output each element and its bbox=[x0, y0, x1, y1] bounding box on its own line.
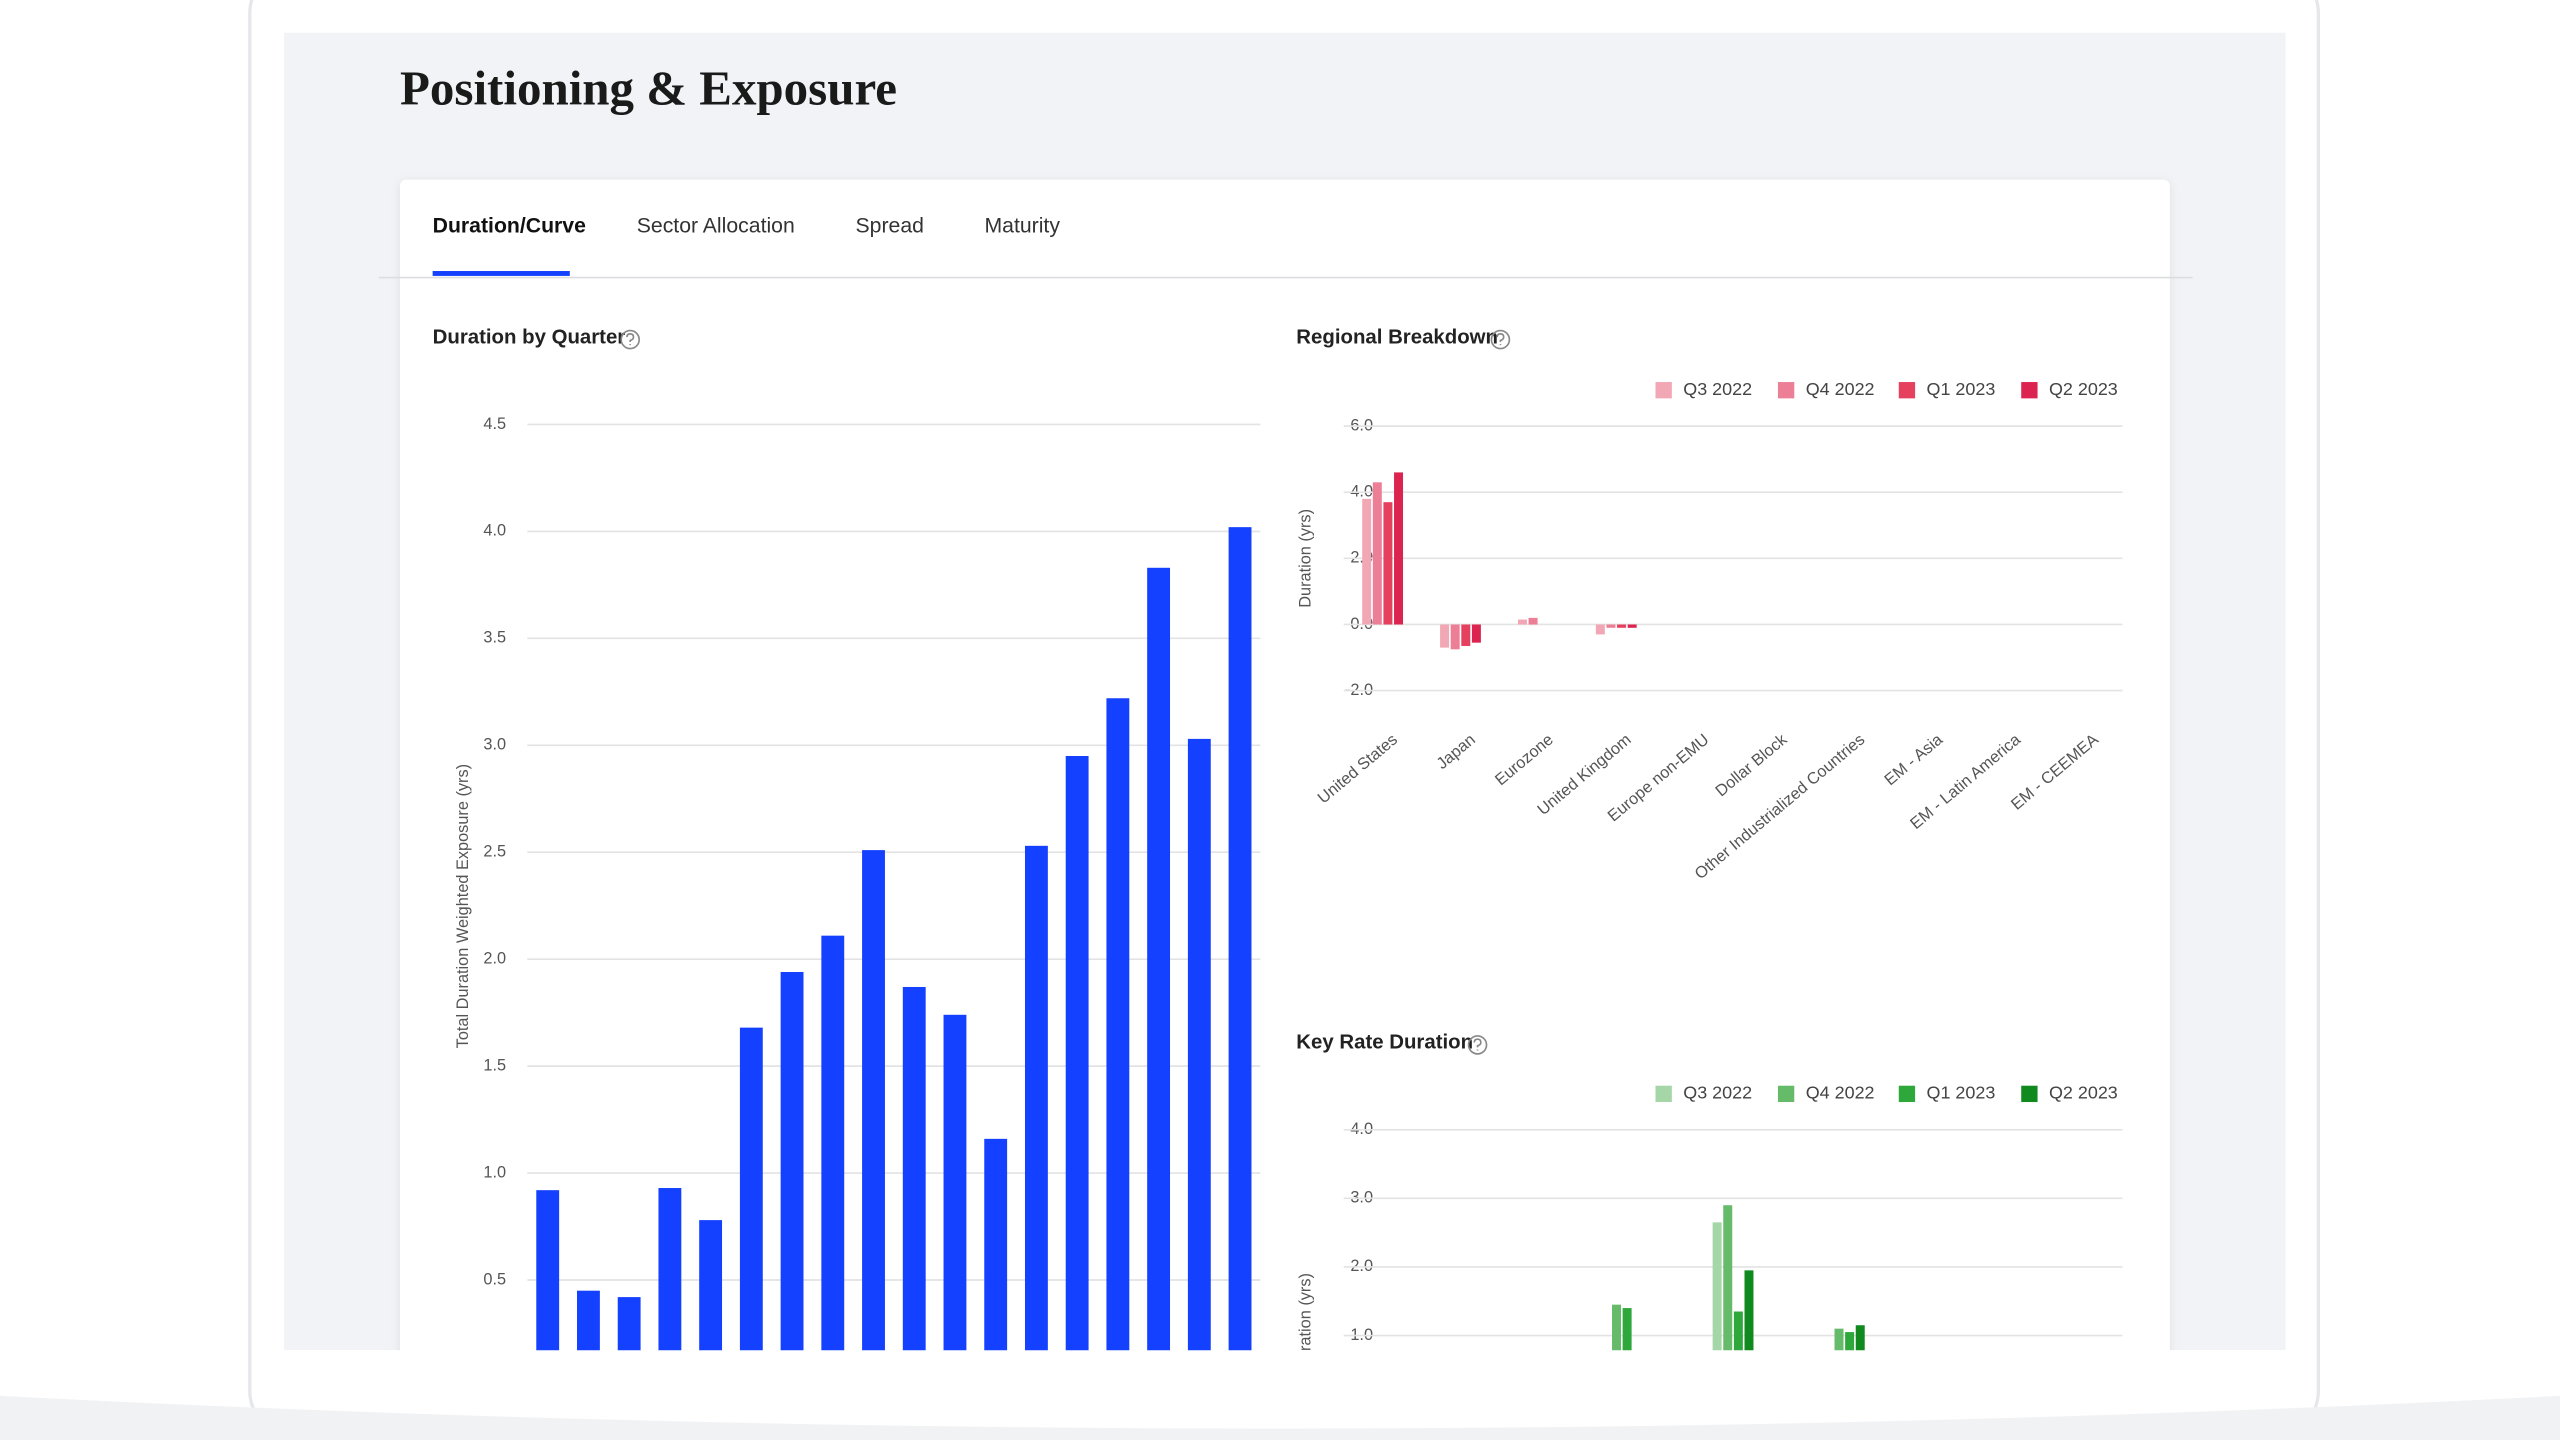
bar bbox=[1461, 624, 1471, 646]
legend-swatch bbox=[2021, 1085, 2038, 1103]
bar bbox=[699, 1220, 723, 1351]
bar bbox=[1517, 619, 1527, 625]
bar bbox=[1362, 498, 1372, 625]
bar bbox=[1612, 1304, 1621, 1351]
chart-title: Key Rate Duration bbox=[1296, 1032, 1473, 1054]
tab[interactable]: Maturity bbox=[984, 215, 1060, 238]
legend-swatch bbox=[1777, 1085, 1795, 1103]
bar bbox=[1617, 624, 1627, 628]
y-tick-label: 0.5 bbox=[483, 1270, 506, 1288]
bar bbox=[1450, 624, 1460, 650]
bar bbox=[1723, 1205, 1733, 1351]
device-base bbox=[0, 1395, 2560, 1440]
y-tick-label: 2.5 bbox=[483, 843, 506, 861]
tab[interactable]: Spread bbox=[856, 215, 924, 238]
bar bbox=[1228, 527, 1252, 1351]
legend-swatch bbox=[1898, 1085, 1916, 1103]
bar bbox=[984, 1138, 1008, 1351]
legend-swatch bbox=[1655, 1085, 1672, 1103]
y-tick-label: 4.5 bbox=[483, 415, 506, 433]
y-axis-label: Duration (yrs) bbox=[1296, 509, 1314, 608]
bar bbox=[1855, 1325, 1865, 1351]
bar bbox=[943, 1014, 967, 1351]
bar bbox=[577, 1290, 600, 1351]
bar bbox=[1147, 567, 1171, 1351]
y-tick-label: 2.0 bbox=[483, 949, 506, 967]
bar bbox=[1834, 1328, 1844, 1351]
y-axis-label: Duration (yrs) bbox=[1296, 1273, 1314, 1372]
help-icon bbox=[1490, 329, 1511, 350]
bar bbox=[1712, 1222, 1722, 1351]
bar bbox=[1372, 482, 1382, 625]
bar bbox=[617, 1297, 641, 1351]
bar bbox=[536, 1190, 560, 1351]
help-icon bbox=[1467, 1035, 1488, 1055]
help-icon-mark bbox=[626, 333, 635, 346]
tab[interactable]: Duration/Curve bbox=[433, 215, 586, 238]
bar bbox=[658, 1188, 682, 1351]
bar bbox=[1471, 624, 1481, 643]
legend-swatch bbox=[1777, 382, 1795, 399]
legend-label: Q3 2022 bbox=[1683, 379, 1752, 399]
bar bbox=[1595, 624, 1605, 635]
bar bbox=[1383, 502, 1393, 625]
y-tick-label: 1.0 bbox=[483, 1163, 506, 1181]
bar bbox=[821, 935, 845, 1351]
active-tab-indicator bbox=[432, 271, 570, 276]
bar bbox=[1024, 845, 1048, 1351]
legend-swatch bbox=[2021, 382, 2038, 399]
screen: Positioning & Exposure Duration/Curve Sec… bbox=[284, 32, 2286, 1372]
bar bbox=[1394, 472, 1404, 625]
help-icon-mark bbox=[1496, 333, 1505, 346]
legend-label: Q2 2023 bbox=[2049, 379, 2118, 399]
legend-label: Q4 2022 bbox=[1806, 1083, 1875, 1103]
y-tick-label: 3.5 bbox=[483, 629, 506, 647]
legend-label: Q1 2023 bbox=[1927, 379, 1996, 399]
legend-label: Q4 2022 bbox=[1806, 379, 1875, 399]
legend-label: Q1 2023 bbox=[1927, 1083, 1996, 1103]
tab[interactable]: Sector Allocation bbox=[637, 215, 795, 238]
y-tick-label: 3.0 bbox=[483, 736, 506, 754]
y-tick-label: 1.5 bbox=[483, 1056, 506, 1074]
chart-title: Duration by Quarter bbox=[433, 326, 626, 348]
bar bbox=[739, 1027, 763, 1351]
legend-swatch bbox=[1898, 382, 1916, 399]
y-tick-label: 4.0 bbox=[483, 522, 506, 540]
bar bbox=[1106, 698, 1130, 1351]
legend-label: Q2 2023 bbox=[2049, 1083, 2118, 1103]
legend-swatch bbox=[1655, 382, 1672, 399]
legend-label: Q3 2022 bbox=[1683, 1083, 1752, 1103]
help-icon-mark bbox=[1473, 1038, 1482, 1051]
page-title: Positioning & Exposure bbox=[400, 60, 897, 115]
y-axis-label: Total Duration Weighted Exposure (yrs) bbox=[454, 764, 472, 1048]
bar bbox=[1733, 1311, 1743, 1351]
bar bbox=[1845, 1332, 1855, 1351]
bar bbox=[1627, 624, 1637, 628]
help-icon bbox=[620, 329, 641, 350]
bar bbox=[1744, 1270, 1754, 1351]
bar bbox=[1622, 1308, 1632, 1351]
bar bbox=[1606, 624, 1616, 628]
bar bbox=[1440, 624, 1450, 648]
chart-title: Regional Breakdown bbox=[1296, 326, 1498, 348]
bar bbox=[780, 972, 804, 1351]
bar bbox=[862, 850, 885, 1351]
bar bbox=[1187, 738, 1211, 1351]
bar bbox=[902, 986, 926, 1351]
bar bbox=[1065, 756, 1089, 1351]
bar bbox=[1528, 617, 1538, 625]
